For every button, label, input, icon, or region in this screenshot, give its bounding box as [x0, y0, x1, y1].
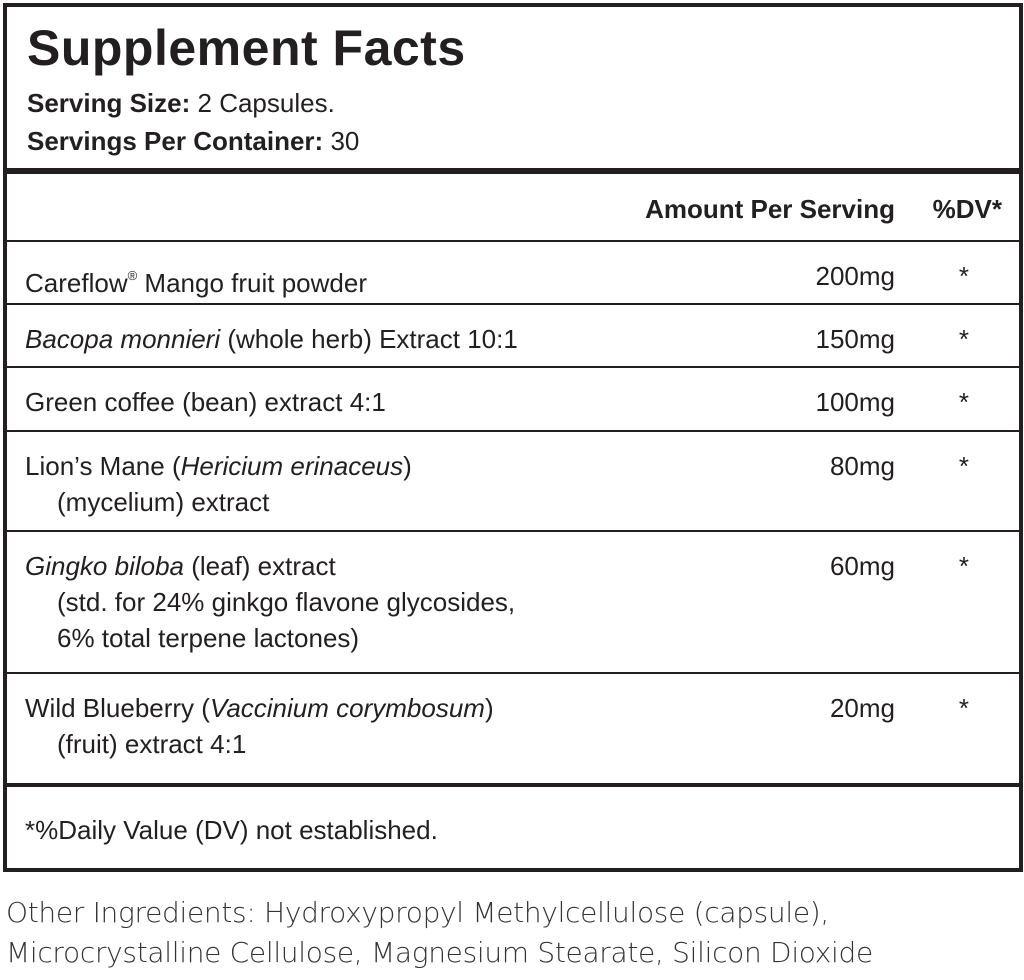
name-text: Green coffee (bean) extract 4:1: [25, 387, 386, 417]
name-line: Bacopa monnieri (whole herb) Extract 10:…: [7, 321, 1019, 357]
other-ingredients: Other Ingredients: Hydroxypropyl Methylc…: [6, 896, 830, 929]
name-line: (std. for 24% ginkgo flavone glycosides,: [7, 584, 1019, 620]
value: 2 Capsules.: [197, 88, 335, 118]
name-text: (leaf) extract: [184, 551, 336, 581]
amount: 150mg: [815, 324, 896, 354]
amount: 200mg: [815, 261, 896, 291]
serving-size: Serving Size: 2 Capsules.: [27, 88, 335, 119]
name-line: Green coffee (bean) extract 4:1: [7, 384, 1019, 420]
ingredient-row: Gingko biloba (leaf) extract (std. for 24…: [7, 532, 1019, 674]
ingredient-row: Wild Blueberry (Vaccinium corymbosum) (fr…: [7, 674, 1019, 787]
column-header: Amount Per Serving %DV*: [7, 174, 1019, 242]
name-text: Wild Blueberry (: [25, 693, 210, 723]
rule: [7, 168, 1019, 174]
amount: 60mg: [829, 551, 895, 581]
amount: 80mg: [829, 451, 895, 481]
name-line: 6% total terpene lactones): [7, 620, 1019, 656]
daily-value: *: [958, 693, 969, 723]
servings-per-container: Servings Per Container: 30: [27, 126, 359, 157]
daily-value: *: [958, 324, 969, 354]
ingredient-row: Bacopa monnieri (whole herb) Extract 10:…: [7, 305, 1019, 368]
name-text: 6% total terpene lactones): [57, 623, 360, 653]
name-text: Gingko biloba: [25, 551, 184, 581]
name-line: Wild Blueberry (Vaccinium corymbosum): [7, 690, 1019, 726]
label: Serving Size:: [27, 88, 191, 118]
name-line: (mycelium) extract: [7, 484, 1019, 520]
rows: Careflow® Mango fruit powder 200mg * Bacopa…: [7, 242, 1019, 787]
column-label: Amount Per Serving: [645, 194, 895, 224]
title: Supplement Facts: [27, 20, 466, 76]
daily-value: *: [958, 551, 969, 581]
name-line: Gingko biloba (leaf) extract: [7, 548, 1019, 584]
facts-panel: Supplement Facts Serving Size: 2 Capsule…: [3, 3, 1023, 872]
name-text: Lion’s Mane (: [25, 451, 181, 481]
name-text: ): [403, 451, 412, 481]
ingredient-row: Lion’s Mane (Hericium erinaceus) (myceliu…: [7, 432, 1019, 532]
footnote: *%Daily Value (DV) not established.: [25, 815, 438, 845]
name-line: Careflow® Mango fruit powder: [7, 258, 1019, 301]
name-text: (whole herb) Extract 10:1: [220, 324, 518, 354]
name-text: Mango fruit powder: [137, 268, 367, 298]
daily-value: *: [958, 451, 969, 481]
other-ingredients: Microcrystalline Cellulose, Magnesium St…: [6, 936, 873, 969]
name-line: (fruit) extract 4:1: [7, 726, 1019, 762]
name-text: (mycelium) extract: [57, 487, 270, 517]
name-line: Lion’s Mane (Hericium erinaceus): [7, 448, 1019, 484]
ingredient-row: Careflow® Mango fruit powder 200mg *: [7, 242, 1019, 305]
amount: 100mg: [815, 387, 896, 417]
name-text: Hericium erinaceus: [180, 451, 404, 481]
column-label: %DV*: [932, 194, 1002, 224]
name-text: Vaccinium corymbosum: [209, 693, 485, 723]
label: Servings Per Container:: [27, 126, 324, 156]
name-text: (fruit) extract 4:1: [57, 729, 247, 759]
amount: 20mg: [829, 693, 895, 723]
name-text: Bacopa monnieri: [25, 324, 221, 354]
name-text: Careflow: [25, 268, 128, 298]
value: 30: [330, 126, 360, 156]
name-text: ®: [127, 268, 138, 283]
name-text: (std. for 24% ginkgo flavone glycosides,: [57, 587, 516, 617]
name-text: ): [484, 693, 494, 723]
ingredient-row: Green coffee (bean) extract 4:1 100mg *: [7, 368, 1019, 432]
daily-value: *: [958, 261, 969, 291]
daily-value: *: [958, 387, 969, 417]
